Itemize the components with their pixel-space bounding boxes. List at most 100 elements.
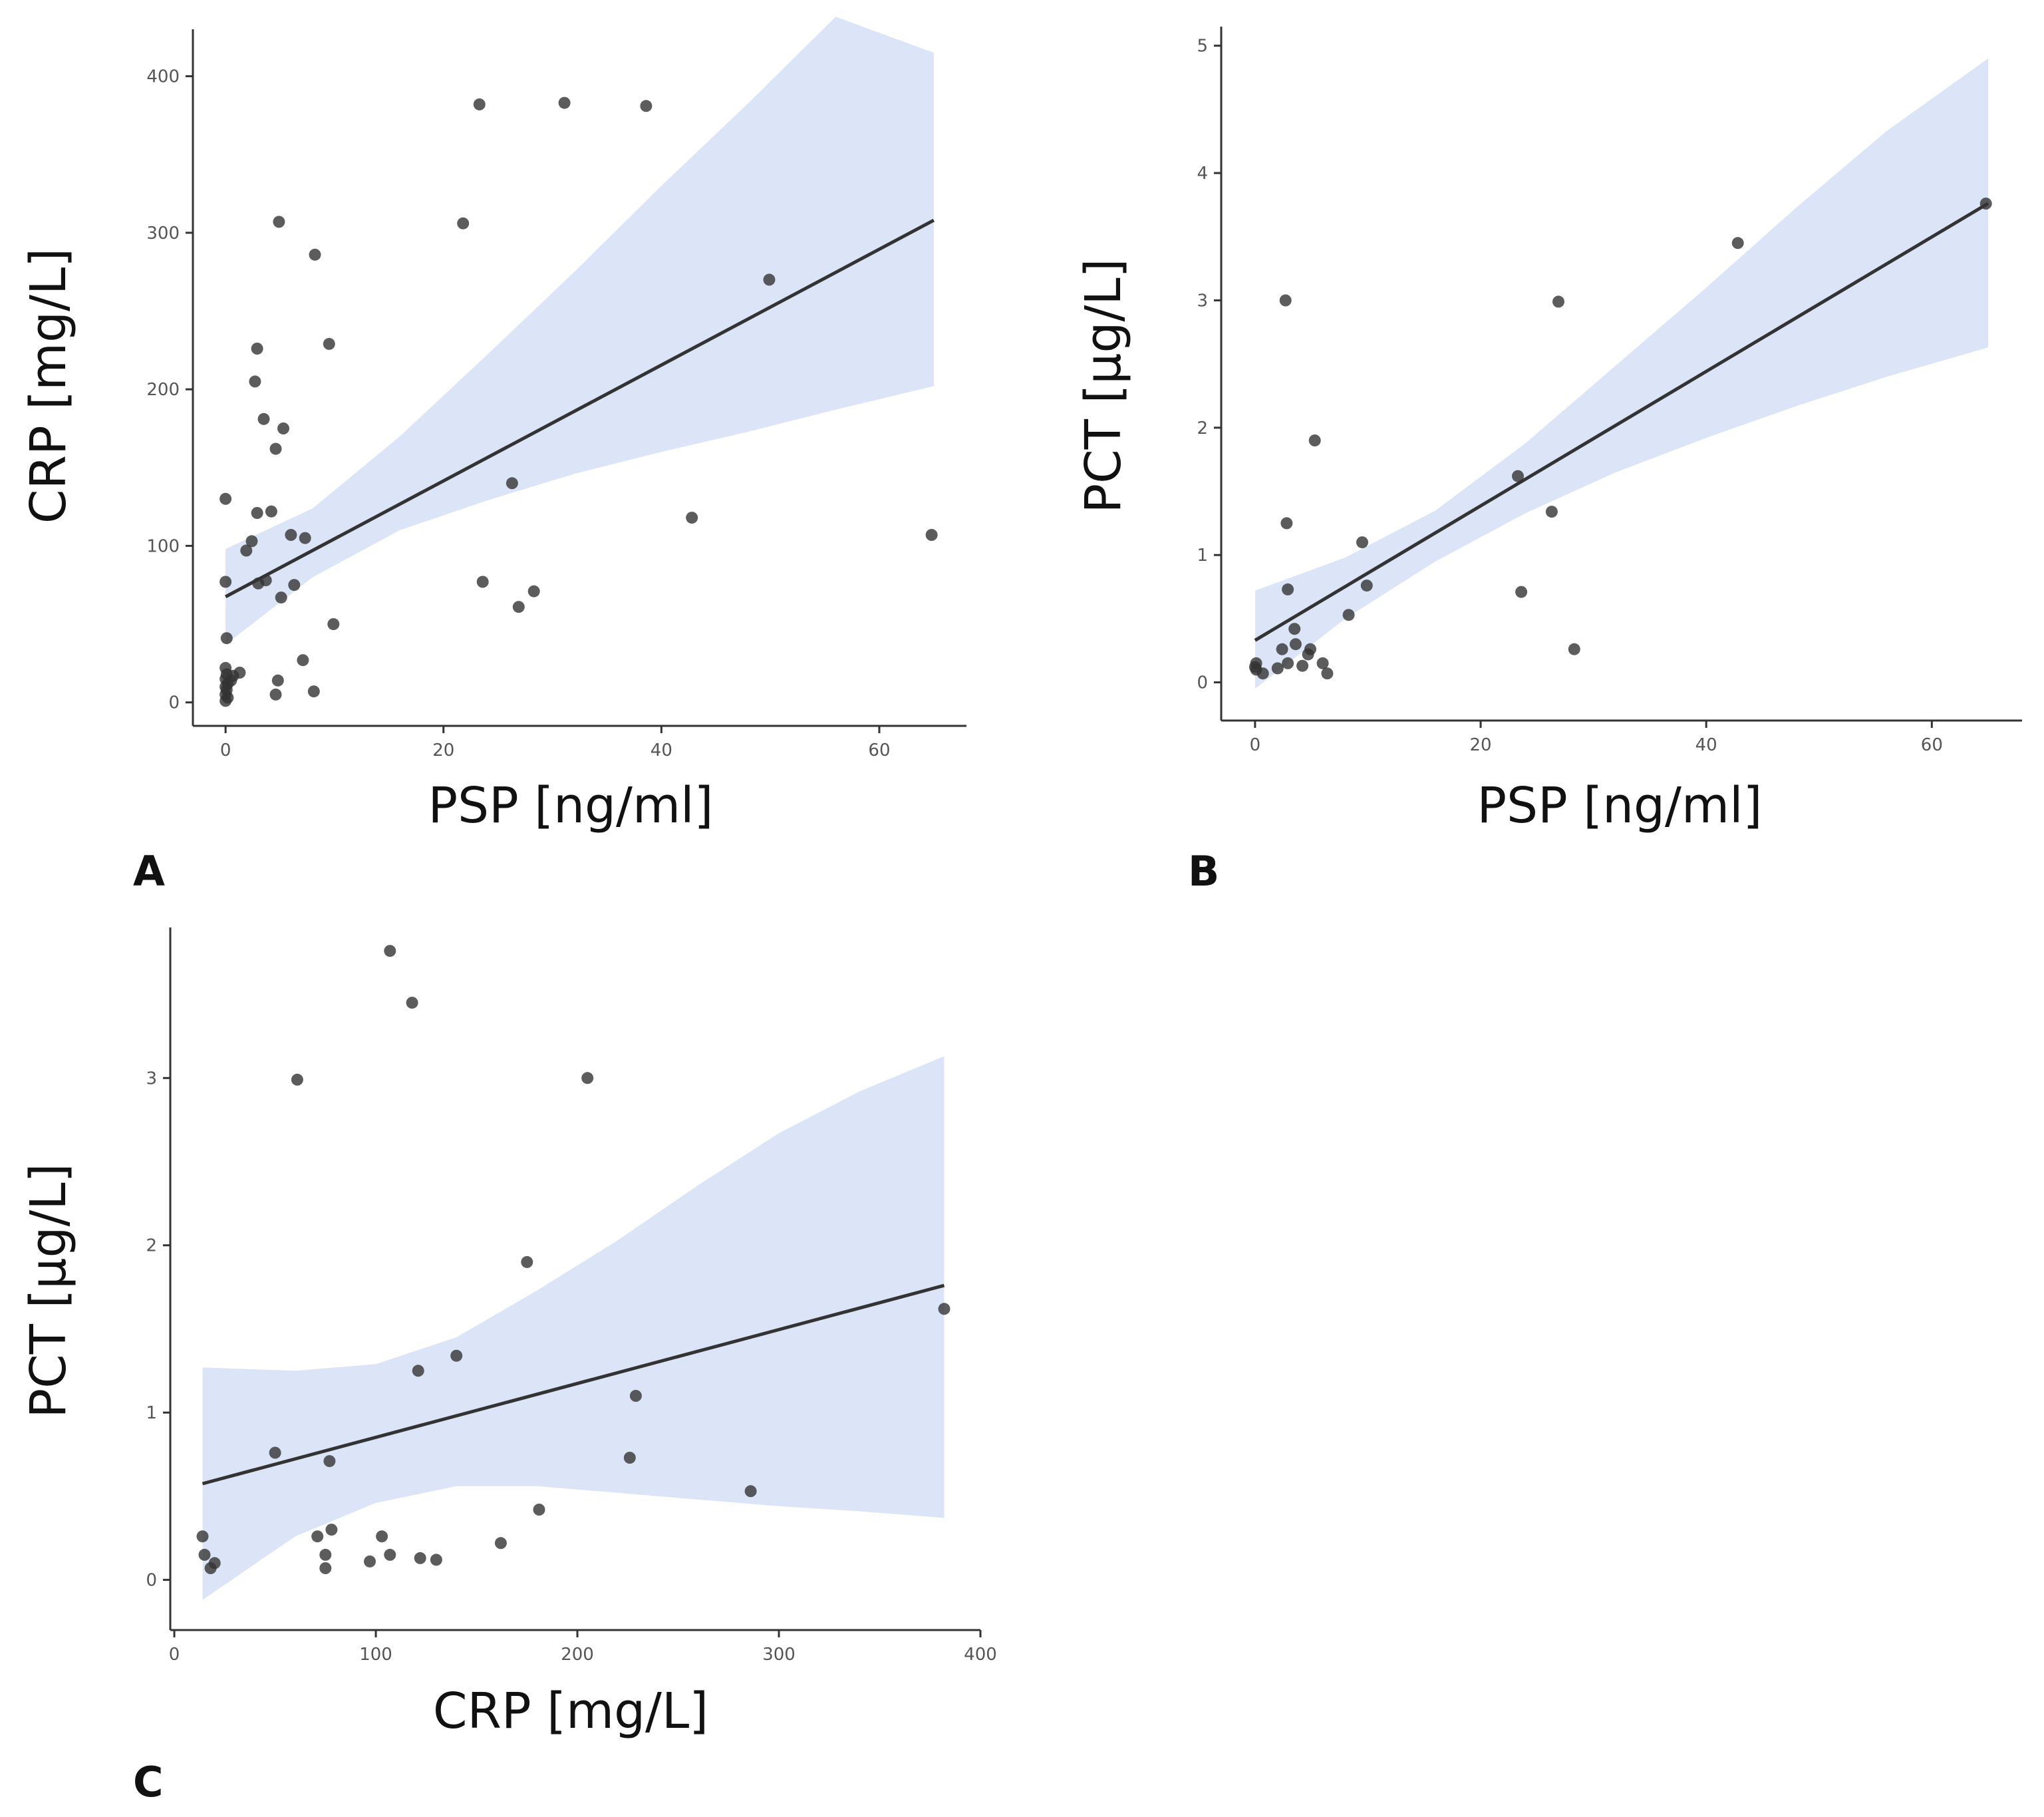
panel-c-point-26	[744, 1485, 757, 1498]
panel-b-point-19	[1356, 536, 1368, 549]
panel-c-y-tick-label-2: 2	[146, 1236, 157, 1256]
panel-a-point-44	[558, 96, 571, 109]
panel-a-point-28	[275, 591, 287, 604]
panel-c-x-tick-label-0: 0	[169, 1645, 180, 1665]
panel-b-y-tick-label-3: 3	[1197, 291, 1208, 311]
panel-c-y-tick-label-3: 3	[146, 1069, 157, 1088]
panel-a-point-36	[323, 337, 335, 350]
panel-c-x-tick-label-2: 200	[561, 1645, 594, 1665]
panel-c-point-17	[414, 1552, 426, 1564]
panel-a-point-43	[527, 585, 540, 597]
panel-a-point-32	[297, 654, 309, 667]
panel-a-point-21	[257, 413, 270, 425]
panel-b-x-tick-label-1: 20	[1469, 735, 1491, 755]
panel-b-point-25	[1568, 643, 1580, 655]
panel-c-point-1	[198, 1548, 211, 1561]
panel-a-x-tick-label-0: 0	[220, 741, 231, 760]
panel-c: 0 100 200 300 400 0 1 2 3 CRP [mg/L] PCT [µg/L]…	[20, 927, 997, 1806]
panel-c-x-tick-label-3: 300	[762, 1645, 796, 1665]
panel-c-y-axis-title: PCT [µg/L]	[20, 1164, 77, 1418]
panel-c-point-18	[430, 1554, 442, 1566]
panel-a-point-18	[251, 343, 263, 355]
panel-a-point-24	[269, 442, 282, 455]
panel-a-point-37	[327, 618, 340, 631]
panel-a-x-axis-title: PSP [ng/ml]	[428, 777, 714, 834]
panel-a-point-23	[265, 505, 277, 518]
panel-c-point-27	[938, 1303, 950, 1315]
panel-a-point-17	[249, 375, 261, 388]
panel-a-point-29	[277, 422, 289, 434]
panel-c-point-4	[269, 1446, 281, 1459]
panel-b-point-24	[1552, 295, 1564, 308]
panel-a-point-14	[233, 667, 246, 679]
panel-b-point-6	[1279, 294, 1292, 307]
panel-a-y-tick-label-0: 0	[168, 693, 180, 713]
panel-c-x-tick-label-4: 400	[964, 1645, 997, 1665]
panel-c-points	[196, 945, 950, 1574]
panel-a-point-19	[251, 507, 263, 519]
panel-b-x-tick-label-0: 0	[1250, 735, 1261, 755]
panel-c-point-11	[364, 1555, 376, 1568]
panel-c-point-25	[629, 1390, 642, 1402]
panel-a-point-45	[640, 100, 653, 112]
panel-c-point-13	[384, 1548, 396, 1561]
panel-a-points	[219, 96, 938, 707]
panel-c-ci-band	[202, 1056, 945, 1600]
panel-c-letter: C	[133, 1758, 164, 1806]
panel-c-point-6	[311, 1530, 324, 1543]
panel-a-y-tick-label-1: 100	[146, 536, 180, 556]
panel-b-point-9	[1282, 657, 1294, 669]
panel-b-point-15	[1308, 434, 1321, 446]
panel-a-y-ticks: 0 100 200 300 400	[146, 67, 193, 713]
panel-a-point-30	[285, 529, 297, 541]
panel-c-x-tick-label-1: 100	[359, 1645, 392, 1665]
panel-c-y-tick-label-0: 0	[146, 1571, 157, 1591]
panel-a-point-1	[219, 576, 232, 588]
panel-b-y-ticks: 0 1 2 3 4 5	[1197, 37, 1221, 693]
panel-a-x-tick-label-1: 20	[432, 741, 454, 760]
panel-a-point-41	[506, 477, 518, 490]
panel-b-ci-band	[1254, 58, 1989, 689]
panel-c-point-0	[196, 1530, 209, 1543]
panel-b-point-12	[1296, 659, 1309, 672]
panel-a-point-2	[220, 632, 233, 645]
panel-b-x-tick-label-2: 40	[1695, 735, 1717, 755]
panel-b-point-14	[1304, 643, 1316, 655]
panel-a-point-33	[299, 532, 311, 544]
panel-b-y-tick-label-5: 5	[1197, 37, 1208, 57]
panel-b-point-20	[1360, 579, 1373, 592]
panel-b-y-axis-title: PCT [µg/L]	[1075, 259, 1132, 514]
panel-b-point-17	[1321, 667, 1334, 680]
panel-b-point-21	[1512, 470, 1524, 482]
panel-a-point-16	[245, 535, 258, 548]
panel-a-y-tick-label-2: 200	[146, 380, 180, 400]
panel-b-letter: B	[1188, 847, 1219, 896]
panel-b-x-ticks: 0 20 40 60	[1250, 721, 1943, 755]
panel-c-point-3	[208, 1557, 221, 1569]
panel-b-y-tick-label-1: 1	[1197, 546, 1208, 566]
panel-a-point-48	[925, 529, 938, 541]
panel-c-point-19	[450, 1349, 463, 1362]
panel-b-point-5	[1276, 643, 1288, 655]
panel-c-y-ticks: 0 1 2 3	[146, 1069, 170, 1591]
panel-a-point-0	[219, 492, 232, 505]
panel-a-x-tick-label-2: 40	[651, 741, 672, 760]
panel-c-point-21	[521, 1255, 533, 1268]
panel-a-point-25	[269, 688, 282, 701]
panel-a-x-tick-label-3: 60	[868, 741, 890, 760]
panel-a-point-38	[457, 217, 470, 230]
panel-b-point-3	[1256, 667, 1269, 680]
panel-b-point-7	[1280, 517, 1293, 530]
panel-a-y-axis-title: CRP [mg/L]	[20, 248, 77, 524]
panel-c-point-15	[406, 997, 418, 1009]
panel-b-x-tick-label-3: 60	[1921, 735, 1943, 755]
panel-b-point-16	[1316, 657, 1329, 669]
panel-c-y-tick-label-1: 1	[146, 1403, 157, 1423]
panel-a-point-39	[473, 98, 486, 110]
panel-a-point-34	[307, 685, 320, 698]
panel-b-point-23	[1545, 506, 1558, 518]
panel-b-y-tick-label-0: 0	[1197, 673, 1208, 693]
panel-c-regression-line	[202, 1283, 945, 1486]
panel-a-point-27	[273, 216, 285, 228]
panel-c-point-10	[325, 1524, 338, 1536]
